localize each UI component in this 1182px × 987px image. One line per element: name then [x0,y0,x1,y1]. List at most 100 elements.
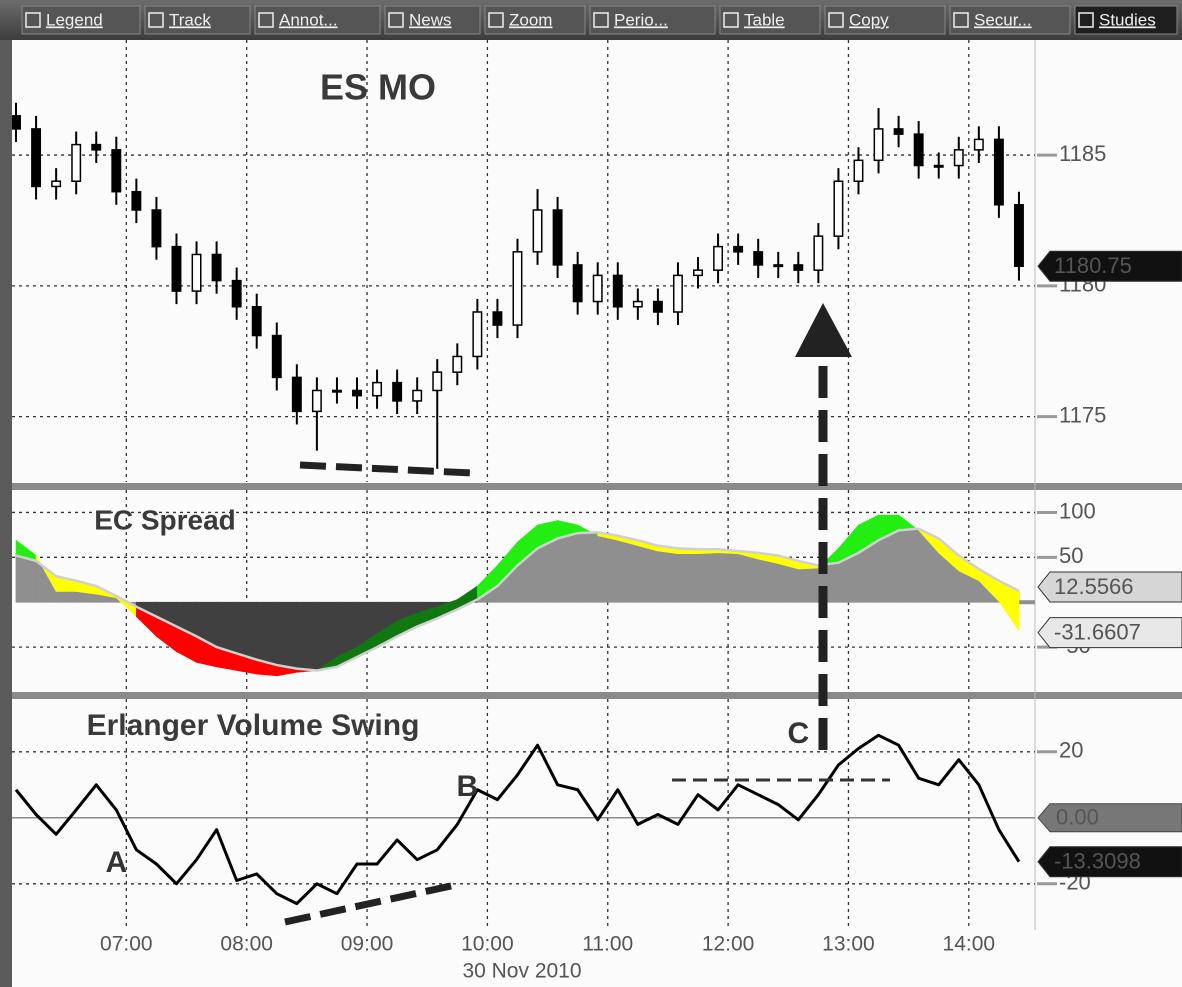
toolbar-icon [148,12,164,28]
candle-body [592,274,603,303]
toolbar-icon [258,12,274,28]
candle-body [873,128,884,162]
toolbar-icon [828,12,844,28]
last-value-label: -31.6607 [1054,619,1141,644]
candle-body [632,300,643,308]
candle-body [91,143,102,151]
candle-body [933,164,944,168]
toolbar-button [719,5,821,35]
candle-body [893,128,904,135]
candle-body [251,306,262,337]
annotation: B [456,770,478,803]
candle-body [953,149,964,167]
spread-area [256,601,278,666]
last-value-label: -13.3098 [1054,849,1141,874]
candle-body [713,245,724,271]
candle-body [171,245,182,292]
divergence-dash [284,880,461,926]
toolbar-label: Copy [849,10,889,29]
toolbar-icon [723,12,739,28]
candle-body [311,389,322,413]
chart-area [12,40,1182,987]
last-value-box [1037,250,1182,282]
candle-body [291,376,302,413]
toolbar-button [589,5,716,35]
candle-body [452,355,463,373]
candle-body [151,209,162,248]
toolbar-button [949,5,1071,35]
candle-body [612,274,623,308]
candle-body [693,269,703,277]
candle-body [432,371,443,392]
toolbar-label: Studies [1099,10,1156,29]
spread-area [276,601,298,670]
x-tick-label: 11:00 [582,933,633,956]
toolbar-label: Legend [46,10,103,29]
spread-area [296,601,318,671]
candle-body [572,264,583,303]
candle-body [492,311,503,326]
candle-body [973,138,984,151]
panel-title: Erlanger Volume Swing [87,709,420,742]
spread-area [577,531,599,603]
x-tick-label: 12:00 [702,933,755,956]
toolbar-label: Track [169,10,211,29]
toolbar-button [484,5,586,35]
y-tick-label: 50 [1059,543,1083,568]
x-tick-label: 10:00 [461,933,514,956]
spread-area [657,545,679,603]
panel [12,699,1035,930]
candle-body [813,235,824,271]
candle-body [672,274,683,313]
toolbar-label: News [409,10,452,29]
x-tick-label: 09:00 [341,933,394,956]
y-tick-label: 100 [1059,498,1096,523]
last-value-box [1037,846,1182,878]
signal-line [15,527,1020,672]
candle-body [51,180,62,188]
last-value-box [1037,571,1182,603]
spread-area [717,548,739,603]
zero-band [1018,600,1035,605]
candle-body [352,389,362,397]
candle-body [372,381,383,397]
spread-area [697,548,719,603]
spread-area [617,535,639,603]
toolbar-icon [1078,12,1094,28]
candle-body [12,115,21,130]
toolbar-icon [488,12,504,28]
candle-body [652,300,663,313]
candle-body [753,251,764,266]
candle-body [733,245,744,253]
toolbar-button [384,5,481,35]
toolbar-button [824,5,946,35]
candle-body [271,334,282,379]
candle-body [993,138,1004,206]
candle-body [833,180,844,237]
x-tick-label: 13:00 [822,933,875,956]
toolbar-button [1074,5,1178,35]
candle-body [1013,204,1024,267]
last-value-box [1037,617,1182,649]
y-tick-label: 20 [1059,738,1083,763]
candle-body [412,389,423,402]
spread-area [216,601,238,654]
candle-body [853,159,864,182]
x-tick-label: 14:00 [943,933,996,956]
spread-area [557,532,579,603]
candle-body [211,253,222,282]
support-dash [299,461,473,477]
candle-body [111,149,122,193]
last-value-label: 1180.75 [1054,253,1132,278]
candle-body [31,128,42,188]
date-label: 30 Nov 2010 [462,960,581,983]
spread-area [737,550,759,603]
candle-body [131,190,142,211]
toolbar-label: Table [744,10,785,29]
panel-separator [12,692,1182,699]
candle-body [552,209,563,266]
panel [12,40,1035,482]
spread-area [15,555,37,603]
